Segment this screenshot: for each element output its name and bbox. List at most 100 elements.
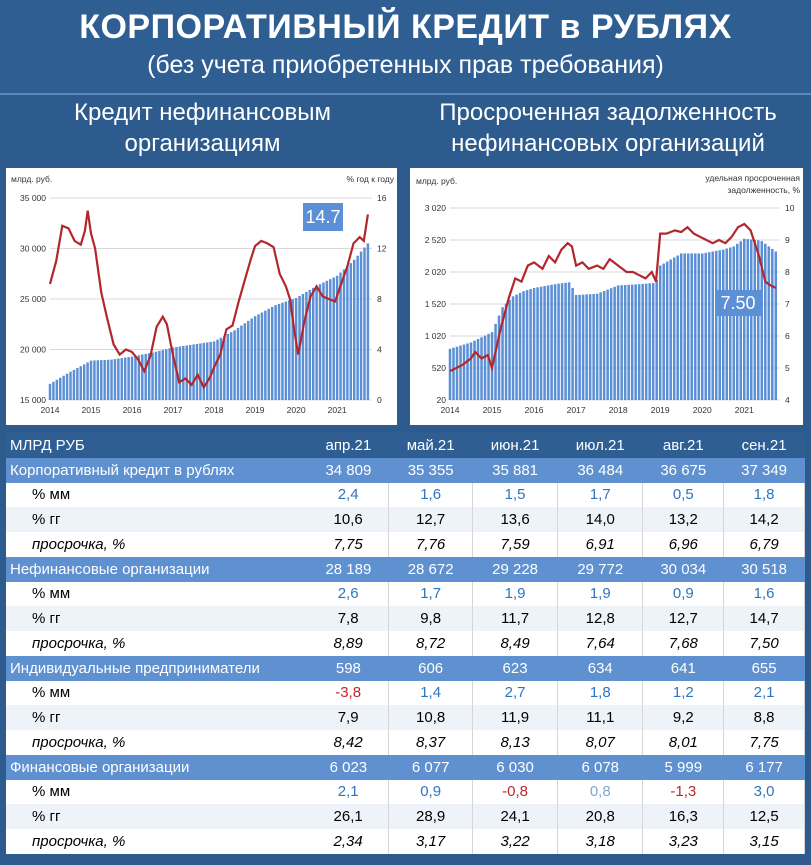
bar <box>753 239 757 400</box>
bar <box>123 357 127 400</box>
bar <box>212 341 216 400</box>
y-left-axis-label: млрд. руб. <box>416 176 457 186</box>
bar <box>543 286 546 400</box>
table-cell: 7,8 <box>308 606 390 631</box>
bar <box>462 344 466 400</box>
table-cell: 26,1 <box>308 804 390 829</box>
table-cell: 2,1 <box>723 680 805 706</box>
table-row: просрочка, % 7,75 7,76 7,59 6,91 6,96 6,79 <box>6 532 805 557</box>
bar <box>342 269 346 400</box>
bar <box>697 253 700 400</box>
bar <box>683 253 686 400</box>
bar <box>760 241 764 400</box>
table-row: % мм 2,1 0,9 -0,8 0,8 -1,3 3,0 <box>6 779 805 805</box>
table-row: % мм 2,6 1,7 1,9 1,9 0,9 1,6 <box>6 581 805 607</box>
bar <box>288 300 291 400</box>
bar <box>567 282 571 400</box>
bar <box>349 263 353 400</box>
bar <box>185 345 188 400</box>
bar <box>672 257 676 400</box>
bar <box>52 381 55 400</box>
bar <box>676 255 679 400</box>
bar <box>82 364 86 400</box>
bar <box>141 354 144 400</box>
table-cell: 9,2 <box>642 705 725 730</box>
bar <box>448 348 452 400</box>
y-left-tick-label: 3 020 <box>425 203 447 213</box>
right-heading-line2: нефинансовых организаций <box>451 130 765 157</box>
bar <box>623 285 627 400</box>
line-series <box>48 210 369 390</box>
bar <box>522 291 525 400</box>
table-cell: 0,8 <box>557 779 644 805</box>
table-row: % мм 2,4 1,6 1,5 1,7 0,5 1,8 <box>6 482 805 508</box>
bar <box>274 305 277 400</box>
overdue-chart-panel: 3 020 2 520 2 020 1 520 1 020 520 20 10 9 8 7 6 5 4 20… <box>410 168 803 425</box>
bar <box>616 285 620 400</box>
bar <box>199 343 202 400</box>
bar <box>188 344 192 400</box>
x-tick-label: 2017 <box>164 405 183 415</box>
bar <box>746 239 750 400</box>
section-value: 35 881 <box>472 457 558 483</box>
bar <box>110 359 113 400</box>
x-tick-label: 2020 <box>693 405 712 415</box>
bar <box>452 347 455 400</box>
bar <box>711 251 715 400</box>
section-label: Корпоративный кредит в рублях <box>6 457 308 483</box>
bar <box>305 291 308 400</box>
table-cell: 7,9 <box>308 705 390 730</box>
table-cell: 7,59 <box>472 532 559 557</box>
x-tick-label: 2015 <box>483 405 502 415</box>
x-tick-label: 2021 <box>328 405 347 415</box>
table-cell: 7,64 <box>557 631 644 656</box>
bar <box>469 342 473 400</box>
bar <box>277 303 281 400</box>
table-header-cell: авг.21 <box>642 433 724 458</box>
overdue-chart: 3 020 2 520 2 020 1 520 1 020 520 20 10 9 8 7 6 5 4 20… <box>416 173 800 415</box>
bar <box>48 383 52 400</box>
table-body: Корпоративный кредит в рублях 34 809 35 35… <box>6 457 805 854</box>
bar <box>718 250 722 400</box>
bar <box>606 289 609 400</box>
row-label: просрочка, % <box>6 829 308 854</box>
table-section-row: Финансовые организации 6 023 6 077 6 030 6 0… <box>6 754 805 780</box>
table-cell: 7,75 <box>723 730 805 755</box>
bar <box>65 373 69 400</box>
bar <box>546 285 550 400</box>
table-cell: 11,1 <box>557 705 644 730</box>
section-value: 30 518 <box>723 556 805 582</box>
bar <box>564 282 567 400</box>
bar <box>665 261 669 400</box>
table-cell: 3,17 <box>388 829 474 854</box>
bar <box>223 335 226 400</box>
bar <box>487 333 490 400</box>
section-value: 30 034 <box>642 556 724 582</box>
bar <box>308 289 312 400</box>
bar <box>113 359 117 400</box>
bar <box>339 272 342 400</box>
bar <box>532 288 536 400</box>
table-cell: 1,7 <box>388 581 474 607</box>
bar <box>325 280 329 400</box>
bar <box>103 359 106 400</box>
table-cell: 2,4 <box>308 482 390 508</box>
table-header-cell: июн.21 <box>472 433 558 458</box>
bar <box>226 334 229 400</box>
bar <box>247 320 250 400</box>
bar <box>93 360 96 400</box>
y-left-tick-label: 1 520 <box>425 299 447 309</box>
row-label: % мм <box>6 482 308 508</box>
table-cell: 8,89 <box>308 631 390 656</box>
row-label: % гг <box>6 705 308 730</box>
bar <box>329 279 332 400</box>
bar <box>69 371 72 400</box>
y-right-tick-label: 4 <box>377 345 382 355</box>
bar <box>86 362 89 400</box>
table-cell: 2,6 <box>308 581 390 607</box>
x-tick-label: 2014 <box>41 405 60 415</box>
section-value: 37 349 <box>723 457 805 483</box>
bar <box>497 315 501 400</box>
bar <box>480 337 483 400</box>
x-tick-label: 2017 <box>567 405 586 415</box>
